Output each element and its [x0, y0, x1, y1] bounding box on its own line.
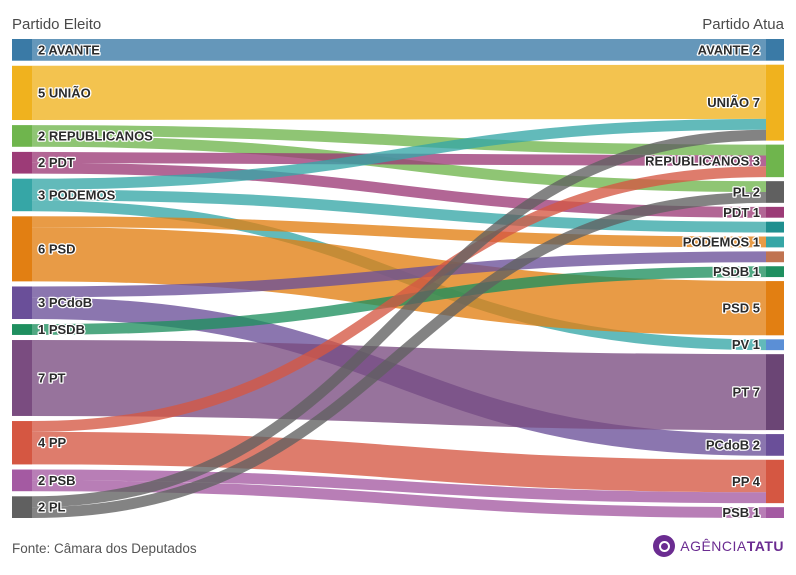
- source-note: Fonte: Câmara dos Deputados: [12, 541, 197, 556]
- left-node-PP[interactable]: [12, 421, 32, 465]
- right-node-PL[interactable]: [766, 181, 784, 203]
- left-node-AVANTE[interactable]: [12, 39, 32, 61]
- brand-icon: [653, 535, 676, 557]
- right-axis-title: Partido Atua: [702, 16, 784, 33]
- right-node-PODEMOS[interactable]: [766, 236, 784, 248]
- link-PSD-to-PODEMOS[interactable]: [31, 216, 767, 248]
- left-label-REPUBLICANOS: 2 REPUBLICANOS: [38, 128, 153, 143]
- link-PODEMOS-to-UNIAO[interactable]: [31, 118, 767, 190]
- link-PCdoB-to-Y[interactable]: [31, 251, 767, 298]
- right-label-REPUBLICANOS: REPUBLICANOS 3: [645, 153, 760, 168]
- right-node-PSB[interactable]: [766, 507, 784, 518]
- right-node-REPUBLICANOS[interactable]: [766, 144, 784, 178]
- right-node-PV[interactable]: [766, 339, 784, 351]
- left-label-PT: 7 PT: [38, 370, 66, 385]
- left-label-PL: 2 PL: [38, 500, 66, 515]
- left-label-PSDB: 1 PSDB: [38, 322, 85, 337]
- left-node-PT[interactable]: [12, 340, 32, 416]
- nodes-layer: [12, 39, 784, 518]
- left-node-PCdoB[interactable]: [12, 286, 32, 320]
- links-layer: [31, 39, 767, 519]
- link-REPUBLICANOS-to-REPUBLICANOS[interactable]: [31, 125, 767, 156]
- link-PP-to-REPUBLICANOS[interactable]: [31, 166, 767, 432]
- left-node-PL[interactable]: [12, 496, 32, 518]
- left-label-PODEMOS: 3 PODEMOS: [38, 187, 116, 202]
- left-label-PSB: 2 PSB: [38, 473, 76, 488]
- left-node-PSD[interactable]: [12, 216, 32, 282]
- link-UNIAO-to-UNIAO[interactable]: [31, 64, 767, 121]
- right-label-PP: PP 4: [732, 474, 761, 489]
- left-label-PDT: 2 PDT: [38, 155, 75, 170]
- right-node-PSDB[interactable]: [766, 266, 784, 278]
- right-node-PP[interactable]: [766, 459, 784, 504]
- right-label-PODEMOS: PODEMOS 1: [683, 234, 760, 249]
- right-label-PT: PT 7: [733, 385, 760, 400]
- right-node-PDT[interactable]: [766, 206, 784, 218]
- brand-logo[interactable]: AGÊNCIATATU: [653, 535, 784, 557]
- link-PT-to-PT[interactable]: [31, 340, 767, 431]
- left-label-PSD: 6 PSD: [38, 241, 76, 256]
- link-PL-to-UNIAO[interactable]: [31, 129, 767, 508]
- right-node-Y[interactable]: [766, 251, 784, 263]
- left-axis-title: Partido Eleito: [12, 16, 102, 33]
- link-PL-to-PL[interactable]: [31, 191, 767, 519]
- left-node-PODEMOS[interactable]: [12, 178, 32, 212]
- right-label-PV: PV 1: [732, 337, 760, 352]
- right-label-PSD: PSD 5: [722, 301, 760, 316]
- left-label-AVANTE: 2 AVANTE: [38, 42, 100, 57]
- right-label-PCdoB: PCdoB 2: [706, 437, 760, 452]
- right-node-PT[interactable]: [766, 354, 784, 431]
- link-PODEMOS-to-X[interactable]: [31, 189, 767, 233]
- right-node-PCdoB[interactable]: [766, 434, 784, 456]
- right-node-AVANTE[interactable]: [766, 39, 784, 61]
- right-label-PSDB: PSDB 1: [713, 264, 760, 279]
- left-node-PSDB[interactable]: [12, 324, 32, 335]
- brand-name-part2: TATU: [746, 538, 784, 554]
- left-node-REPUBLICANOS[interactable]: [12, 125, 32, 147]
- brand-name-part1: AGÊNCIA: [680, 538, 747, 554]
- left-label-PCdoB: 3 PCdoB: [38, 295, 92, 310]
- left-node-PDT[interactable]: [12, 151, 32, 174]
- left-label-PP: 4 PP: [38, 435, 67, 450]
- right-node-PSD[interactable]: [766, 281, 784, 336]
- right-label-PSB: PSB 1: [722, 505, 760, 520]
- right-label-PL: PL 2: [733, 185, 760, 200]
- right-label-AVANTE: AVANTE 2: [698, 42, 760, 57]
- link-PSB-to-PSB[interactable]: [31, 480, 767, 519]
- right-label-PDT: PDT 1: [723, 205, 760, 220]
- left-label-UNIAO: 5 UNIÃO: [38, 85, 91, 100]
- link-PSD-to-PSD[interactable]: [31, 227, 767, 336]
- right-node-X[interactable]: [766, 221, 784, 233]
- left-node-UNIAO[interactable]: [12, 65, 32, 121]
- labels-layer: 2 AVANTE 5 UNIÃO 2 REPUBLICANOS 2 PDT 3 PODE…: [37, 41, 762, 521]
- right-label-UNIAO: UNIÃO 7: [707, 95, 760, 110]
- link-PP-to-PP[interactable]: [31, 431, 767, 493]
- left-node-PSB[interactable]: [12, 469, 32, 492]
- right-node-UNIAO[interactable]: [766, 64, 784, 141]
